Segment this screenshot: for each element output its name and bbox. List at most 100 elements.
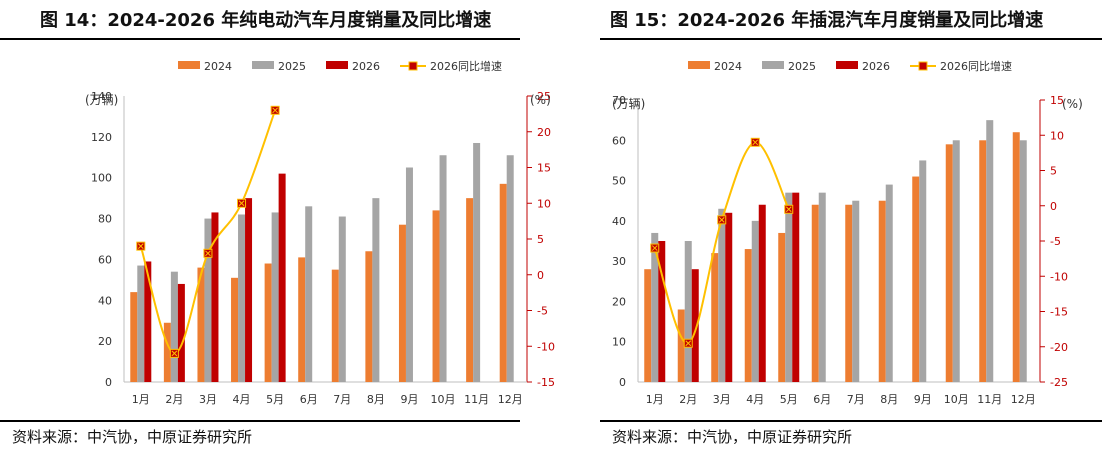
y-tick-label-left: 60 xyxy=(98,253,112,266)
x-tick-label: 1月 xyxy=(132,393,150,406)
line-point-cross xyxy=(205,250,211,257)
bar-2025 xyxy=(271,212,279,382)
y-tick-label-left: 0 xyxy=(619,376,626,389)
y-tick-label-left: 30 xyxy=(612,255,626,268)
line-point-cross xyxy=(752,139,759,146)
bar-2026 xyxy=(792,192,800,382)
y-unit-left: (万辆) xyxy=(85,93,118,107)
y-tick-label-right: -10 xyxy=(537,340,555,353)
bar-2024 xyxy=(197,267,205,382)
legend-swatch xyxy=(836,61,858,69)
y-tick-label-right: 15 xyxy=(1050,94,1064,107)
legend-swatch xyxy=(688,61,710,69)
y-tick-label-left: 40 xyxy=(98,294,112,307)
bar-2024 xyxy=(878,200,886,382)
bar-2025 xyxy=(1019,140,1027,382)
x-tick-label: 2月 xyxy=(165,393,183,406)
x-tick-label: 7月 xyxy=(847,393,865,406)
y-tick-label-right: -5 xyxy=(537,305,548,318)
bar-2024 xyxy=(231,277,239,382)
x-tick-label: 6月 xyxy=(300,393,318,406)
x-tick-label: 11月 xyxy=(977,393,1002,406)
bar-2024 xyxy=(979,140,987,382)
legend-swatch xyxy=(762,61,784,69)
y-tick-label-left: 10 xyxy=(612,336,626,349)
y-tick-label-left: 120 xyxy=(91,131,112,144)
bar-2025 xyxy=(818,192,826,382)
bar-2025 xyxy=(506,155,514,382)
y-tick-label-right: -20 xyxy=(1050,341,1068,354)
bar-2026 xyxy=(177,283,185,382)
y-tick-label-left: 80 xyxy=(98,213,112,226)
bar-2025 xyxy=(751,220,759,382)
bar-2025 xyxy=(137,265,145,382)
source-rule xyxy=(0,420,520,422)
x-tick-label: 3月 xyxy=(713,393,731,406)
legend-label: 2026同比增速 xyxy=(940,59,1012,73)
y-tick-label-right: 0 xyxy=(537,269,544,282)
y-unit-left: (万辆) xyxy=(612,97,645,111)
y-tick-label-right: -5 xyxy=(1050,235,1061,248)
y-tick-label-right: 0 xyxy=(1050,200,1057,213)
y-tick-label-right: -15 xyxy=(1050,306,1068,319)
title-rule xyxy=(0,38,520,40)
x-tick-label: 5月 xyxy=(266,393,284,406)
bar-2025 xyxy=(952,140,960,382)
bar-2024 xyxy=(778,232,786,382)
y-tick-label-left: 40 xyxy=(612,215,626,228)
bar-2025 xyxy=(170,271,178,382)
bar-2024 xyxy=(644,269,652,382)
y-tick-label-left: 60 xyxy=(612,134,626,147)
y-tick-label-right: 25 xyxy=(537,90,551,103)
legend-swatch xyxy=(326,61,348,69)
x-tick-label: 5月 xyxy=(780,393,798,406)
bar-2025 xyxy=(473,142,481,382)
chart-ev-sales: 020406080100120140-15-10-50510152025(万辆)… xyxy=(85,59,555,406)
bar-2025 xyxy=(405,167,413,382)
bar-2024 xyxy=(163,322,171,382)
x-tick-label: 10月 xyxy=(944,393,969,406)
line-point-cross xyxy=(272,107,278,114)
y-tick-label-right: -15 xyxy=(537,376,555,389)
y-tick-label-right: 15 xyxy=(537,162,551,175)
x-tick-label: 8月 xyxy=(880,393,898,406)
x-tick-label: 4月 xyxy=(746,393,764,406)
x-tick-label: 3月 xyxy=(199,393,217,406)
y-tick-label-left: 20 xyxy=(612,295,626,308)
x-tick-label: 11月 xyxy=(464,393,489,406)
legend-marker xyxy=(408,61,418,71)
chart-title: 图 14：2024-2026 年纯电动汽车月度销量及同比增速 xyxy=(40,10,492,31)
legend-label: 2024 xyxy=(204,60,232,73)
bar-2025 xyxy=(651,232,659,382)
legend-swatch xyxy=(178,61,200,69)
legend-label: 2025 xyxy=(788,60,816,73)
y-tick-label-right: 10 xyxy=(537,197,551,210)
x-tick-label: 1月 xyxy=(646,393,664,406)
x-tick-label: 8月 xyxy=(367,393,385,406)
bar-2025 xyxy=(718,208,726,382)
bar-2026 xyxy=(758,204,766,382)
chart-panel-phev: 图 15：2024-2026 年插混汽车月度销量及同比增速 0 10 20 30 40 5… xyxy=(600,0,1102,451)
line-2026同比增速 xyxy=(653,141,790,345)
chart-panel-ev: 图 14：2024-2026 年纯电动汽车月度销量及同比增速 0 20 40 60 80… xyxy=(0,0,555,451)
bar-2025 xyxy=(338,216,346,382)
bar-2024 xyxy=(130,292,138,382)
bar-2024 xyxy=(912,176,920,382)
bar-2026 xyxy=(211,212,219,382)
line-point-cross xyxy=(718,216,725,223)
bar-2026 xyxy=(691,269,699,382)
legend-label: 2026 xyxy=(352,60,380,73)
x-tick-label: 9月 xyxy=(914,393,932,406)
y-tick-label-left: 100 xyxy=(91,172,112,185)
legend-label: 2026 xyxy=(862,60,890,73)
line-point-cross xyxy=(238,200,245,207)
legend-swatch xyxy=(252,61,274,69)
bar-2024 xyxy=(744,249,752,382)
y-tick-label-left: 140 xyxy=(91,90,112,103)
line-point-cross xyxy=(137,243,144,250)
source-rule xyxy=(600,420,1102,422)
bar-2024 xyxy=(945,144,953,382)
legend-label: 2025 xyxy=(278,60,306,73)
line-point-cross xyxy=(785,206,792,213)
line-point-cross xyxy=(685,340,692,347)
